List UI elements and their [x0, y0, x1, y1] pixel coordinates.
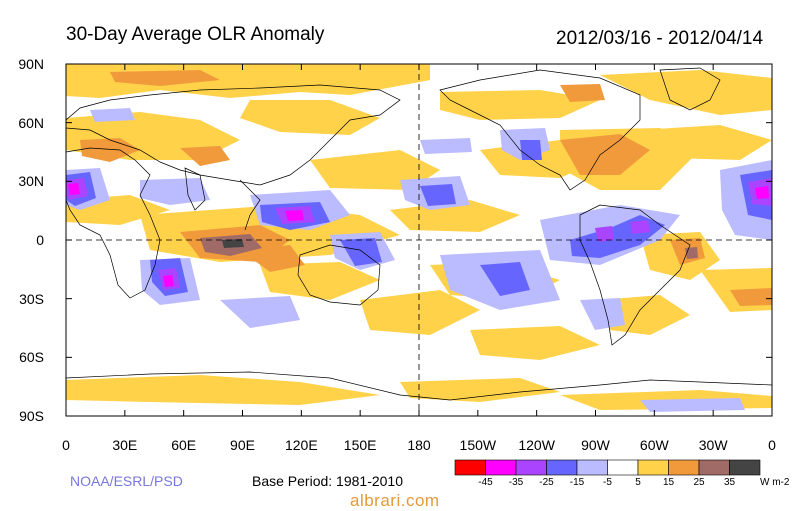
latitude-label: 60N — [18, 114, 44, 131]
colorbar-label: 15 — [662, 477, 675, 488]
longitude-label: 120E — [284, 437, 318, 453]
latitude-label: 90S — [19, 408, 44, 424]
colorbar-swatch — [607, 459, 639, 476]
longitude-label: 0 — [768, 437, 776, 453]
longitude-label: 30E — [112, 437, 138, 453]
colorbar-swatch — [637, 459, 669, 476]
colorbar-swatch — [729, 459, 761, 476]
colorbar-swatch — [668, 459, 700, 476]
colorbar-swatch — [576, 459, 608, 476]
longitude-label: 150W — [459, 437, 497, 453]
colorbar-label: 25 — [693, 477, 705, 488]
colorbar-swatch — [454, 459, 486, 476]
colorbar-label: -15 — [569, 477, 585, 488]
longitude-label: 30W — [698, 437, 728, 453]
longitude-label: 180 — [407, 437, 431, 453]
base-period: Base Period: 1981-2010 — [252, 473, 403, 489]
colorbar-label: 35 — [723, 477, 736, 488]
colorbar-label: -5 — [603, 477, 612, 488]
latitude-label: 60S — [19, 349, 44, 366]
coastlines — [66, 67, 772, 401]
anomaly-fields — [66, 64, 772, 416]
map-title: 30-Day Average OLR Anomaly — [66, 24, 325, 45]
credit-text: NOAA/ESRL/PSD — [70, 473, 183, 489]
positive-45-shading — [222, 239, 244, 248]
latitude-label: 30S — [19, 290, 44, 307]
latitude-label: 0 — [36, 232, 44, 248]
colorbar-swatch — [698, 459, 730, 476]
latitude-label: 30N — [18, 173, 44, 190]
colorbar-label: -35 — [508, 477, 524, 488]
colorbar — [454, 459, 761, 476]
colorbar-label: 5 — [635, 477, 641, 488]
longitude-label: 90E — [230, 437, 255, 453]
axis-ticks — [65, 63, 773, 417]
date-range: 2012/03/16 - 2012/04/14 — [556, 28, 764, 49]
colorbar-swatch — [546, 459, 578, 476]
colorbar-label: -25 — [539, 477, 554, 488]
colorbar-swatch — [515, 459, 547, 476]
longitude-label: 120W — [518, 437, 555, 453]
colorbar-swatch — [485, 459, 517, 476]
longitude-label: 60W — [639, 437, 669, 453]
longitude-label: 60E — [171, 437, 197, 453]
negative-35-shading — [68, 183, 769, 287]
colorbar-label: -45 — [478, 477, 493, 488]
longitude-label: 0 — [62, 437, 70, 453]
longitude-label: 90W — [581, 437, 610, 453]
positive-25-shading — [80, 70, 772, 306]
watermark: albrari.com — [350, 491, 440, 510]
colorbar-unit: W m-2 — [760, 477, 790, 488]
longitude-label: 150E — [343, 437, 377, 453]
latitude-label: 90N — [18, 56, 44, 72]
